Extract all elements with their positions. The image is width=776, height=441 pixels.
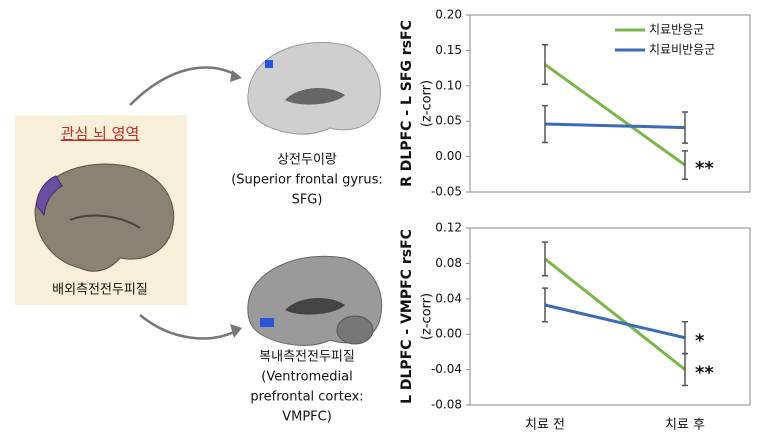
- y-tick-label: 0.15: [435, 43, 462, 57]
- arrow-head: [230, 70, 242, 82]
- error-bar: [682, 111, 688, 144]
- plot-frame: [469, 14, 751, 193]
- y-axis-label: R DLPFC - L SFG rsFC: [399, 20, 415, 187]
- error-bar: [682, 321, 688, 355]
- error-bar: [542, 241, 548, 277]
- series-line: [544, 122, 686, 130]
- y-axis-label: L DLPFC - VMPFC rsFC: [399, 229, 415, 404]
- y-tick-label: 0.05: [435, 114, 462, 128]
- x-tick-label: 치료 후: [665, 418, 705, 433]
- brain-sfg: [247, 41, 381, 135]
- error-bar: [542, 287, 548, 323]
- y-tick-label: 0.08: [435, 256, 462, 270]
- y-tick-label: 0.10: [435, 78, 462, 92]
- brain-vmpfc: [247, 255, 383, 346]
- region-caption: VMPFC): [282, 410, 332, 425]
- arrow: [139, 314, 239, 340]
- series-line: [544, 63, 686, 167]
- arrow-head: [230, 324, 242, 338]
- region-caption: 복내측전전두피질: [259, 350, 355, 365]
- y-tick-label: -0.08: [431, 398, 462, 412]
- y-axis-label: (z-corr): [420, 80, 435, 127]
- region-caption: (Superior frontal gyrus:: [231, 173, 383, 188]
- significance: *: [695, 331, 705, 352]
- y-tick-label: -0.05: [431, 185, 462, 199]
- legend-label: 치료비반응군: [649, 43, 715, 57]
- brain-dlpfc: [34, 163, 175, 272]
- significance: **: [695, 158, 714, 179]
- region-caption: SFG): [292, 193, 323, 208]
- error-bar: [542, 104, 548, 144]
- region-label: 배외측전전두피질: [52, 283, 148, 298]
- y-tick-label: 0.00: [435, 149, 462, 163]
- error-bar: [682, 150, 688, 181]
- y-axis-label: (z-corr): [420, 293, 435, 340]
- series-line: [544, 303, 686, 340]
- y-tick-label: 0.20: [435, 8, 462, 22]
- y-tick-label: 0.12: [435, 221, 462, 235]
- y-tick-label: -0.04: [431, 362, 462, 376]
- x-tick-label: 치료 전: [525, 418, 565, 433]
- region-caption: (Ventromedial: [261, 370, 352, 385]
- panel-title: 관심 뇌 영역: [61, 125, 140, 143]
- series-line: [544, 257, 686, 371]
- plot-frame: [469, 227, 751, 406]
- error-bar: [542, 43, 548, 86]
- arrow: [129, 66, 239, 106]
- significance: **: [695, 363, 714, 384]
- legend-label: 치료반응군: [649, 23, 704, 37]
- y-tick-label: 0.04: [435, 291, 462, 305]
- region-caption: prefrontal cortex:: [250, 390, 363, 405]
- region-caption: 상전두이랑: [277, 153, 337, 168]
- y-tick-label: 0.00: [435, 327, 462, 341]
